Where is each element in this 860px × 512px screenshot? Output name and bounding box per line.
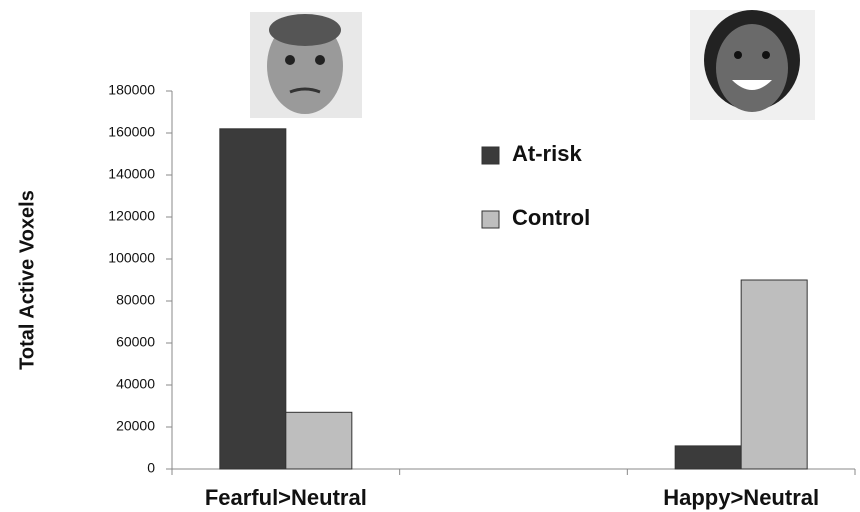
legend-swatch xyxy=(482,211,499,228)
y-tick-label: 0 xyxy=(147,460,155,476)
bar xyxy=(220,129,286,469)
x-tick-label: Fearful>Neutral xyxy=(205,485,367,510)
y-tick-label: 100000 xyxy=(108,250,155,266)
y-tick-label: 120000 xyxy=(108,208,155,224)
legend-swatch xyxy=(482,147,499,164)
y-tick-label: 60000 xyxy=(116,334,155,350)
bar xyxy=(741,280,807,469)
legend-label: Control xyxy=(512,205,590,230)
y-tick-label: 160000 xyxy=(108,124,155,140)
y-tick-label: 80000 xyxy=(116,292,155,308)
happy-face-photo xyxy=(690,10,815,120)
bar xyxy=(675,446,741,469)
y-tick-label: 20000 xyxy=(116,418,155,434)
chart: Total Active Voxels 0 20000 40000 60000 8000… xyxy=(0,0,860,512)
legend-label: At-risk xyxy=(512,141,582,166)
y-tick-label: 180000 xyxy=(108,82,155,98)
y-axis-title: Total Active Voxels xyxy=(16,190,38,370)
y-tick-label: 40000 xyxy=(116,376,155,392)
bar xyxy=(286,412,352,469)
y-tick-label: 140000 xyxy=(108,166,155,182)
x-tick-label: Happy>Neutral xyxy=(663,485,819,510)
fearful-face-photo xyxy=(250,12,362,118)
